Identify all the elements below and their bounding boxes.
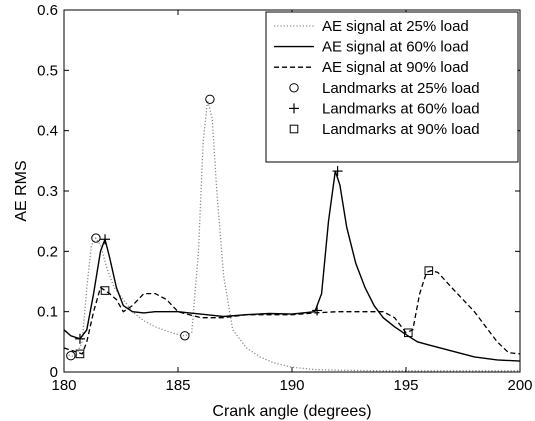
legend-entry-1: AE signal at 25% load — [274, 18, 469, 35]
plot-area — [63, 94, 521, 372]
legend-label: AE signal at 90% load — [322, 59, 469, 76]
legend-label: Landmarks at 60% load — [322, 100, 480, 117]
x-tick-label: 190 — [279, 377, 304, 394]
y-tick-label: 0.6 — [37, 2, 58, 19]
landmark-2-point-4 — [332, 166, 343, 177]
legend-entry-5: Landmarks at 60% load — [289, 100, 480, 117]
x-tick-label: 180 — [51, 377, 76, 394]
legend: AE signal at 25% load AE signal at 60% lo… — [265, 11, 519, 163]
y-axis-label: AE RMS — [13, 160, 30, 221]
legend-entry-6: Landmarks at 90% load — [289, 121, 480, 138]
legend-marker-swatch — [289, 124, 299, 134]
legend-box — [265, 11, 519, 163]
legend-entry-2: AE signal at 60% load — [274, 39, 469, 56]
landmark-2-point-1 — [74, 333, 85, 344]
landmark-3-point-3 — [403, 328, 413, 338]
landmark-1-point-3 — [180, 331, 190, 341]
landmark-1-point-1 — [66, 351, 76, 361]
legend-label: AE signal at 25% load — [322, 18, 469, 35]
landmark-3-point-4 — [424, 266, 434, 275]
y-tick-label: 0.5 — [37, 62, 58, 79]
legend-entry-3: AE signal at 90% load — [274, 59, 469, 76]
landmark-1-point-4 — [205, 94, 215, 104]
y-tick-label: 0.1 — [37, 304, 58, 321]
landmark-3-point-2 — [100, 286, 110, 295]
landmark-2-point-2 — [100, 234, 111, 245]
landmark-3-point-1 — [75, 349, 85, 359]
axes: 180 185 190 195 200 0 0.1 0.2 0.3 0.4 0.5 0.6 — [37, 2, 532, 394]
x-axis-label: Crank angle (degrees) — [212, 403, 371, 420]
series-line-1 — [68, 100, 520, 372]
legend-marker-swatch — [289, 83, 299, 93]
y-tick-label: 0.3 — [37, 183, 58, 200]
x-tick-label: 185 — [165, 377, 190, 394]
legend-entry-4: Landmarks at 25% load — [289, 80, 480, 97]
series-line-2 — [63, 170, 521, 362]
x-tick-label: 200 — [507, 377, 532, 394]
legend-label: AE signal at 60% load — [322, 39, 469, 56]
landmark-2-point-3 — [312, 305, 323, 316]
y-tick-label: 0 — [50, 364, 58, 381]
series-line-3 — [63, 269, 521, 355]
y-tick-label: 0.4 — [37, 123, 58, 140]
legend-label: Landmarks at 25% load — [322, 80, 480, 97]
legend-label: Landmarks at 90% load — [322, 121, 480, 138]
legend-marker-swatch — [289, 103, 299, 114]
landmark-1-point-2 — [91, 233, 101, 243]
x-tick-label: 195 — [393, 377, 418, 394]
y-tick-label: 0.2 — [37, 243, 58, 260]
